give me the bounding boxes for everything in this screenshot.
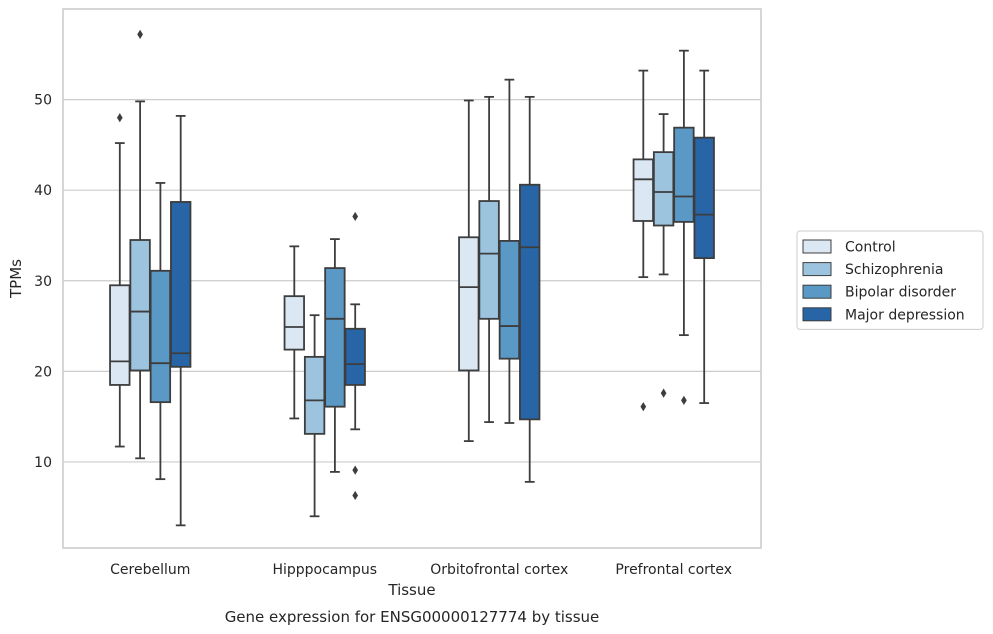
- box-body: [673, 126, 695, 223]
- legend-frame: [796, 230, 984, 330]
- box-body: [109, 284, 131, 386]
- box-major-depression: [519, 95, 541, 483]
- box-control: [109, 113, 131, 448]
- outlier-point: [681, 395, 687, 405]
- x-axis-label: Tissue: [387, 581, 435, 599]
- y-tick-label: 50: [34, 93, 52, 109]
- box-body: [344, 327, 366, 386]
- box-bipolar-disorder: [324, 238, 346, 473]
- outlier-point: [116, 113, 123, 123]
- y-tick-label: 30: [34, 274, 52, 290]
- box-control: [283, 245, 305, 420]
- x-tick-labels: Cerebellum Hipppocampus Orbitofrontal cort…: [110, 562, 732, 578]
- box-schizophrenia: [478, 95, 500, 423]
- y-tick-label: 40: [34, 183, 52, 199]
- box-body: [129, 239, 151, 372]
- box-body: [458, 236, 480, 372]
- box-body: [170, 201, 192, 368]
- box-schizophrenia: [652, 113, 675, 398]
- legend-swatch: [802, 284, 832, 299]
- box-body: [519, 183, 541, 421]
- legend-item: Major depression: [802, 307, 965, 323]
- box-body: [324, 267, 346, 408]
- x-tick-label: Orbitofrontal cortex: [430, 562, 568, 578]
- outlier-point: [352, 490, 359, 501]
- y-tick-labels: 10 20 30 40 50: [34, 93, 52, 471]
- box-groups: [109, 29, 715, 527]
- outlier-point: [137, 29, 143, 39]
- outlier-point: [640, 402, 647, 412]
- outlier-point: [660, 388, 667, 398]
- outlier-point: [352, 211, 359, 222]
- box-body: [478, 200, 500, 320]
- legend-label: Bipolar disorder: [845, 285, 956, 301]
- legend-label: Control: [845, 240, 896, 256]
- box-body: [652, 151, 675, 227]
- legend-item: Bipolar disorder: [802, 284, 956, 301]
- box-body: [693, 136, 715, 260]
- box-major-depression: [693, 69, 715, 404]
- legend: Control Schizophrenia Bipolar disorder Majo…: [796, 230, 984, 330]
- x-tick-label: Prefrontal cortex: [615, 562, 732, 578]
- legend-item: Schizophrenia: [802, 262, 943, 278]
- legend-label: Schizophrenia: [845, 262, 943, 278]
- y-tick-label: 10: [34, 455, 52, 471]
- plot-frame: [62, 8, 762, 549]
- outlier-point: [352, 465, 359, 475]
- box-schizophrenia: [129, 29, 151, 460]
- box-body: [283, 295, 305, 351]
- legend-item: Control: [802, 239, 896, 256]
- box-body: [632, 158, 654, 222]
- legend-label: Major depression: [845, 307, 965, 323]
- legend-swatch: [802, 262, 832, 277]
- legend-swatch: [802, 239, 832, 254]
- box-major-depression: [344, 211, 366, 501]
- y-tick-label: 20: [34, 364, 52, 380]
- box-body: [149, 269, 172, 404]
- x-tick-label: Cerebellum: [110, 562, 190, 578]
- box-body: [303, 355, 326, 435]
- y-axis-label: TPMs: [7, 259, 25, 299]
- box-schizophrenia: [303, 314, 326, 518]
- box-control: [632, 69, 654, 412]
- box-control: [458, 99, 480, 443]
- legend-swatch: [802, 307, 832, 322]
- box-bipolar-disorder: [673, 49, 695, 405]
- figure-caption: Gene expression for ENSG00000127774 by t…: [225, 608, 600, 626]
- box-body: [498, 240, 521, 360]
- box-major-depression: [170, 114, 192, 527]
- x-tick-label: Hipppocampus: [272, 562, 377, 578]
- box-bipolar-disorder: [149, 182, 172, 481]
